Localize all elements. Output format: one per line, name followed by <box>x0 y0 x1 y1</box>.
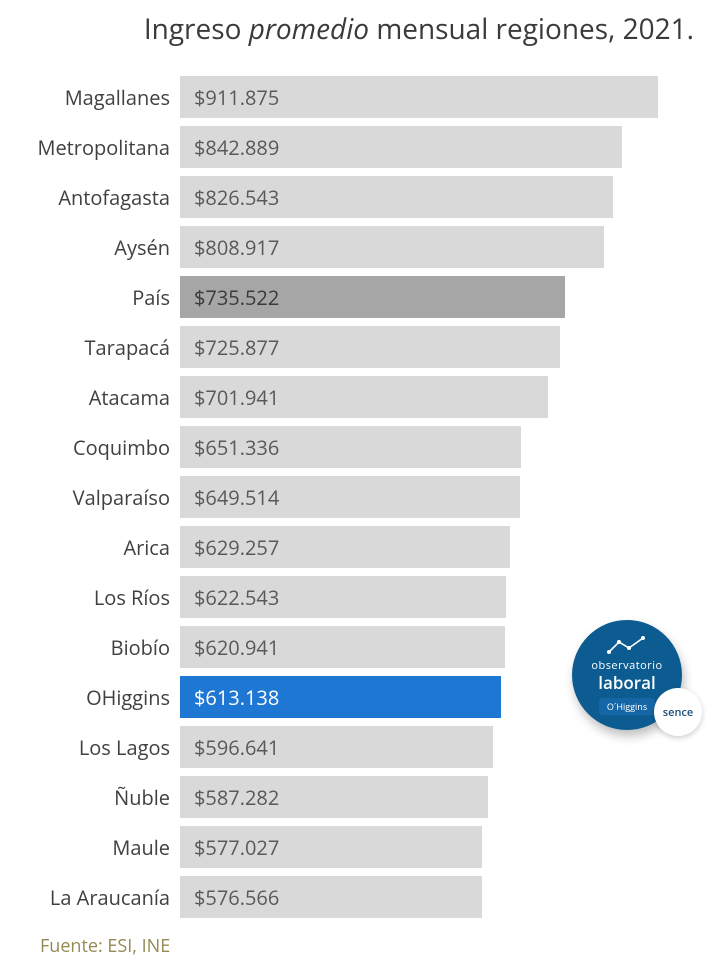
bar-track: $576.566 <box>180 876 714 918</box>
logo-line2: laboral <box>598 671 656 694</box>
row-label: Valparaíso <box>0 484 180 511</box>
table-row: País$735.522 <box>0 272 714 322</box>
income-bar-chart: Ingreso promedio mensual regiones, 2021.… <box>0 10 714 922</box>
bar-track: $842.889 <box>180 126 714 168</box>
bar-track: $735.522 <box>180 276 714 318</box>
table-row: Coquimbo$651.336 <box>0 422 714 472</box>
title-post: mensual regiones, 2021. <box>369 10 694 48</box>
title-pre: Ingreso <box>144 10 249 48</box>
bar: $613.138 <box>180 676 501 718</box>
bar: $629.257 <box>180 526 510 568</box>
row-label: Biobío <box>0 634 180 661</box>
bar: $587.282 <box>180 776 488 818</box>
table-row: Valparaíso$649.514 <box>0 472 714 522</box>
table-row: Los Ríos$622.543 <box>0 572 714 622</box>
bar-track: $911.875 <box>180 76 714 118</box>
bar: $808.917 <box>180 226 604 268</box>
bar-track: $826.543 <box>180 176 714 218</box>
observatorio-logo: observatorio laboral O´Higgins sence <box>572 620 692 740</box>
row-label: Aysén <box>0 234 180 261</box>
bar: $651.336 <box>180 426 521 468</box>
table-row: Tarapacá$725.877 <box>0 322 714 372</box>
row-label: Metropolitana <box>0 134 180 161</box>
bar: $649.514 <box>180 476 520 518</box>
bar-track: $701.941 <box>180 376 714 418</box>
table-row: La Araucanía$576.566 <box>0 872 714 922</box>
bar-track: $587.282 <box>180 776 714 818</box>
row-label: Maule <box>0 834 180 861</box>
table-row: Antofagasta$826.543 <box>0 172 714 222</box>
table-row: Atacama$701.941 <box>0 372 714 422</box>
row-label: Los Lagos <box>0 734 180 761</box>
bar: $622.543 <box>180 576 506 618</box>
chart-title: Ingreso promedio mensual regiones, 2021. <box>0 10 714 48</box>
bar-track: $577.027 <box>180 826 714 868</box>
bar-track: $725.877 <box>180 326 714 368</box>
row-label: OHiggins <box>0 684 180 711</box>
row-label: País <box>0 284 180 311</box>
chart-rows: Magallanes$911.875Metropolitana$842.889A… <box>0 72 714 922</box>
bar: $842.889 <box>180 126 622 168</box>
bar: $735.522 <box>180 276 565 318</box>
bar-track: $649.514 <box>180 476 714 518</box>
bar: $826.543 <box>180 176 613 218</box>
table-row: Metropolitana$842.889 <box>0 122 714 172</box>
table-row: Aysén$808.917 <box>0 222 714 272</box>
row-label: Antofagasta <box>0 184 180 211</box>
table-row: Arica$629.257 <box>0 522 714 572</box>
row-label: La Araucanía <box>0 884 180 911</box>
row-label: Arica <box>0 534 180 561</box>
row-label: Atacama <box>0 384 180 411</box>
logo-circle: observatorio laboral O´Higgins sence <box>572 620 682 730</box>
bar: $620.941 <box>180 626 505 668</box>
bar: $577.027 <box>180 826 482 868</box>
row-label: Coquimbo <box>0 434 180 461</box>
bar: $576.566 <box>180 876 482 918</box>
bar: $596.641 <box>180 726 493 768</box>
bar-track: $629.257 <box>180 526 714 568</box>
bar-track: $622.543 <box>180 576 714 618</box>
logo-sub: O´Higgins <box>599 698 655 715</box>
bar: $701.941 <box>180 376 548 418</box>
row-label: Los Ríos <box>0 584 180 611</box>
bar-track: $651.336 <box>180 426 714 468</box>
row-label: Ñuble <box>0 784 180 811</box>
title-italic: promedio <box>249 10 369 48</box>
source-caption: Fuente: ESI, INE <box>40 934 170 958</box>
table-row: Magallanes$911.875 <box>0 72 714 122</box>
row-label: Tarapacá <box>0 334 180 361</box>
row-label: Magallanes <box>0 84 180 111</box>
sence-logo: sence <box>654 688 702 736</box>
bar: $725.877 <box>180 326 560 368</box>
bar: $911.875 <box>180 76 658 118</box>
logo-chart-icon <box>607 636 647 656</box>
table-row: Ñuble$587.282 <box>0 772 714 822</box>
bar-track: $808.917 <box>180 226 714 268</box>
table-row: Maule$577.027 <box>0 822 714 872</box>
